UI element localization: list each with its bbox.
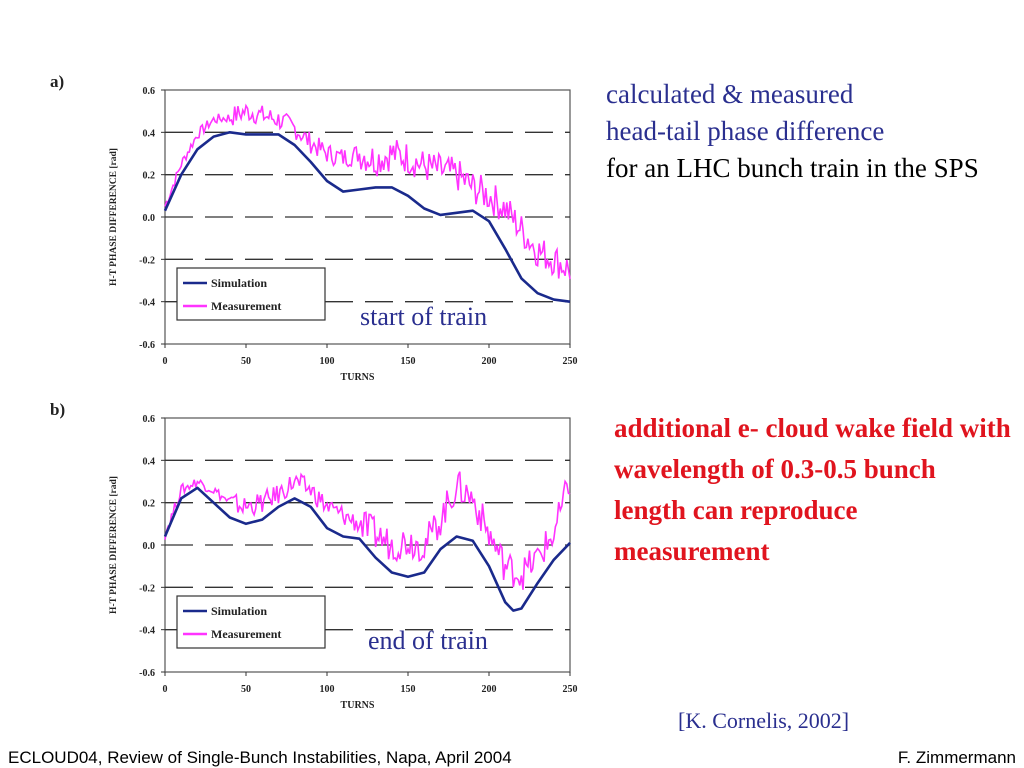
y-tick-label: -0.4 [139, 298, 155, 309]
chart-b-svg: 0.6 0.4 0.2 0.0 -0.2 -0.4 -0.6 0 50 100 150 200 250 T… [109, 414, 578, 711]
y-tick-label: -0.6 [139, 340, 155, 351]
end-of-train-label: end of train [368, 626, 488, 655]
chart-panel-a: 0.6 0.4 0.2 0.0 -0.2 -0.4 -0.6 0 50 100 150 200 250 T… [40, 62, 588, 392]
x-tick-label: 250 [563, 684, 578, 695]
legend-box [176, 595, 326, 649]
x-tick-label: 0 [163, 356, 168, 367]
description-line-1: calculated & measured [606, 79, 854, 109]
x-axis-title: TURNS [341, 372, 375, 383]
y-tick-label: -0.2 [139, 255, 155, 266]
y-tick-label: 0.4 [143, 456, 156, 467]
x-tick-label: 150 [401, 356, 416, 367]
y-tick-label: -0.4 [139, 626, 155, 637]
x-tick-label: 200 [482, 684, 497, 695]
x-tick-label: 0 [163, 684, 168, 695]
x-tick-label: 200 [482, 356, 497, 367]
x-tick-label: 100 [320, 684, 335, 695]
chart-b-panel-letter: b) [50, 400, 66, 419]
y-tick-label: 0.0 [143, 213, 156, 224]
start-of-train-label: start of train [360, 302, 488, 331]
footer-author: F. Zimmermann [897, 748, 1016, 767]
legend-measurement-label: Measurement [211, 299, 281, 313]
y-tick-label: 0.6 [143, 86, 156, 97]
x-tick-label: 50 [241, 356, 251, 367]
y-axis-title: H-T PHASE DIFFERENCE [rad] [109, 476, 119, 614]
legend-measurement-label: Measurement [211, 627, 281, 641]
y-tick-label: 0.2 [143, 499, 156, 510]
x-tick-label: 50 [241, 684, 251, 695]
conclusion-text: additional e- cloud wake field with wave… [614, 413, 1011, 566]
citation: [K. Cornelis, 2002] [678, 708, 850, 733]
y-tick-label: 0.6 [143, 414, 156, 425]
y-tick-label: -0.2 [139, 583, 155, 594]
description-line-3: for an LHC bunch train in the SPS [606, 153, 979, 183]
y-tick-label: 0.0 [143, 541, 156, 552]
simulation-line [163, 486, 571, 612]
legend-box [176, 267, 326, 321]
y-tick-label: 0.4 [143, 128, 156, 139]
x-axis-title: TURNS [341, 700, 375, 711]
x-tick-label: 250 [563, 356, 578, 367]
simulation-line [163, 131, 571, 303]
legend-simulation-label: Simulation [211, 604, 267, 618]
y-tick-label: 0.2 [143, 171, 156, 182]
y-axis-title: H-T PHASE DIFFERENCE [rad] [109, 148, 119, 286]
chart-panel-b: 0.6 0.4 0.2 0.0 -0.2 -0.4 -0.6 0 50 100 150 200 250 T… [40, 390, 588, 718]
legend-simulation-label: Simulation [211, 276, 267, 290]
y-tick-label: -0.6 [139, 668, 155, 679]
description-line-2: head-tail phase difference [606, 116, 885, 146]
footer-conference: ECLOUD04, Review of Single-Bunch Instabi… [8, 748, 512, 767]
chart-a-panel-letter: a) [50, 72, 65, 91]
x-tick-label: 100 [320, 356, 335, 367]
x-tick-label: 150 [401, 684, 416, 695]
measurement-line [164, 471, 571, 590]
measurement-line [164, 103, 571, 280]
chart-a-svg: 0.6 0.4 0.2 0.0 -0.2 -0.4 -0.6 0 50 100 150 200 250 T… [109, 86, 578, 383]
description-text: calculated & measured head-tail phase di… [606, 76, 1016, 187]
